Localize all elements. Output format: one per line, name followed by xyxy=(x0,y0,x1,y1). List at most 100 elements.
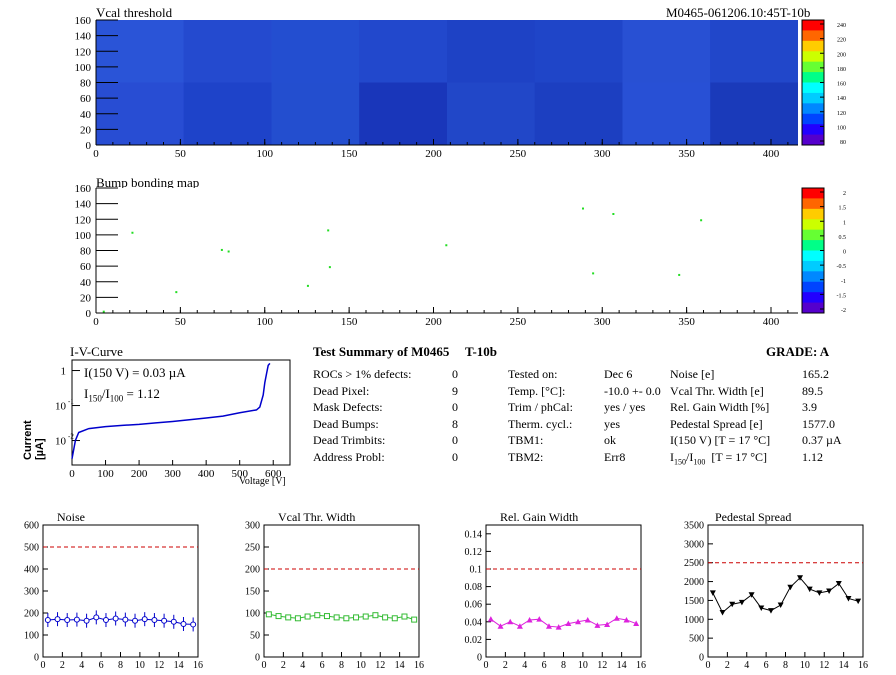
map-y-tick-label: 60 xyxy=(80,261,92,273)
iv-ratio-value: = 1.12 xyxy=(126,386,160,401)
summary-label: Mask Defects: xyxy=(313,400,383,414)
summary-value: ok xyxy=(604,433,616,447)
iv-x-tick-label: 300 xyxy=(164,468,181,480)
plot-title: Vcal Thr. Width xyxy=(278,510,355,524)
summary-row: Address Probl: 0 xyxy=(313,449,458,466)
summary-value: yes xyxy=(604,416,620,431)
vcal-roc-block xyxy=(710,82,798,145)
palette-tick-label: 220 xyxy=(837,38,846,44)
palette-tick-label: 0 xyxy=(843,250,846,256)
summary-label: Trim / phCal: xyxy=(508,400,573,414)
plot-series-line xyxy=(268,613,415,621)
plot-x-tick-label: 12 xyxy=(375,660,385,671)
vcal-roc-block xyxy=(534,82,623,145)
plot-y-tick-label: 0.14 xyxy=(465,529,483,540)
plot-frame xyxy=(42,524,199,658)
summary-label: ROCs > 1% defects: xyxy=(313,367,412,381)
plot-point xyxy=(633,620,640,627)
bump-defect-point xyxy=(327,229,330,232)
plot-point xyxy=(507,618,514,625)
map-x-tick-label: 250 xyxy=(510,316,527,328)
iv-xlabel: Voltage [V] xyxy=(239,476,286,487)
palette-segment xyxy=(802,240,824,251)
plot-series-line xyxy=(712,577,859,614)
iv-y-tick-exp: -2 xyxy=(68,433,74,441)
bump-defect-point xyxy=(700,219,703,222)
map-x-tick-label: 400 xyxy=(763,316,780,328)
plot-x-tick-label: 16 xyxy=(414,660,424,671)
summary-label: Dead Bumps: xyxy=(313,416,379,431)
plot-title: Rel. Gain Width xyxy=(500,510,578,524)
palette-tick-label: 100 xyxy=(837,125,846,131)
summary-row: TBM1: ok xyxy=(508,432,670,449)
summary-label: I150/I100 [T = 17 °C] xyxy=(670,450,767,466)
map-x-tick-label: 300 xyxy=(594,316,611,328)
summary-value: 0 xyxy=(452,433,458,447)
plot-x-tick-label: 4 xyxy=(300,660,305,671)
palette-segment xyxy=(802,302,824,314)
plot-point xyxy=(845,596,852,602)
plot-y-tick-label: 2000 xyxy=(684,577,704,588)
plot-y-tick-label: 0.12 xyxy=(465,547,483,558)
plot-point xyxy=(265,611,272,618)
plot-y-tick-label: 100 xyxy=(245,609,260,620)
palette-segment xyxy=(802,134,824,146)
plot-x-tick-label: 12 xyxy=(154,660,164,671)
summary-row: ROCs > 1% defects: 0 xyxy=(313,366,458,383)
vcal-roc-block xyxy=(710,20,798,83)
plot-point xyxy=(180,621,187,627)
plot-point xyxy=(855,598,862,605)
map-y-tick-label: 100 xyxy=(75,230,92,242)
iv-ylabel: Current [µA] xyxy=(22,420,46,460)
summary-label: Dead Trimbits: xyxy=(313,433,386,447)
plot-point xyxy=(93,614,100,621)
plot-y-tick-label: 600 xyxy=(24,521,39,532)
map-y-tick-label: 160 xyxy=(75,15,92,27)
map-y-tick-label: 60 xyxy=(80,93,92,105)
palette-tick-label: -0.5 xyxy=(837,264,847,270)
summary-label: Tested on: xyxy=(508,367,558,381)
plot-point xyxy=(575,618,582,625)
plot-y-tick-label: 3000 xyxy=(684,539,704,550)
summary-value: Err8 xyxy=(604,449,626,464)
summary-label: Vcal Thr. Width [e] xyxy=(670,383,764,398)
vcal-roc-block xyxy=(183,20,272,83)
palette-segment xyxy=(802,188,824,199)
palette-segment xyxy=(802,250,824,262)
plot-point xyxy=(323,613,330,620)
map-x-tick-label: 100 xyxy=(257,148,274,160)
summary-row: Tested on: Dec 6 xyxy=(508,366,670,383)
plot-y-tick-label: 1500 xyxy=(684,596,704,607)
map-x-tick-label: 400 xyxy=(763,148,780,160)
palette-segment xyxy=(802,124,824,136)
summary-tag: T-10b xyxy=(465,344,498,359)
summary-row: Dead Pixel: 9 xyxy=(313,383,458,400)
summary-value: 165.2 xyxy=(802,367,829,381)
summary-label: Dead Pixel: xyxy=(313,383,370,398)
palette-segment xyxy=(802,219,824,231)
summary-label: TBM2: xyxy=(508,449,544,464)
plot-title: Pedestal Spread xyxy=(715,510,791,524)
summary-row: Therm. cycl.: yes xyxy=(508,416,670,433)
plot-point xyxy=(285,614,292,621)
plot-point xyxy=(816,590,823,596)
plot-y-tick-label: 150 xyxy=(245,587,260,598)
plot-x-tick-label: 0 xyxy=(262,660,267,671)
plot-y-tick-label: 300 xyxy=(245,521,260,532)
palette-segment xyxy=(802,260,824,272)
summary-value: 89.5 xyxy=(802,383,823,398)
summary-row: I150/I100 [T = 17 °C] 1.12 xyxy=(670,449,870,466)
plot-point xyxy=(738,599,745,606)
plot-x-tick-label: 16 xyxy=(193,660,203,671)
bump-defect-point xyxy=(227,250,230,253)
bump-defect-point xyxy=(445,244,448,247)
map-y-tick-label: 120 xyxy=(75,46,92,58)
plot-y-tick-label: 0.02 xyxy=(465,635,483,646)
summary-label: Rel. Gain Width [%] xyxy=(670,400,770,414)
plot-x-tick-label: 8 xyxy=(783,660,788,671)
iv-y-tick-label: 10 xyxy=(55,401,67,413)
map-y-tick-label: 40 xyxy=(80,109,92,121)
plot-x-tick-label: 10 xyxy=(135,660,145,671)
iv-ratio-sub1: 150 xyxy=(88,393,102,404)
